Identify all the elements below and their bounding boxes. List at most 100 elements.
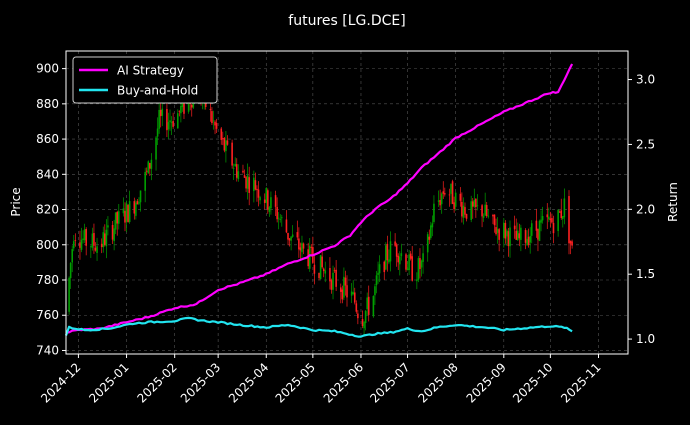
- candle-body: [524, 229, 527, 243]
- candle-body: [465, 213, 468, 219]
- candle-body: [128, 201, 131, 223]
- candle-body: [263, 199, 266, 203]
- candle-body: [431, 223, 434, 228]
- candle-body: [117, 211, 120, 224]
- candle-body: [85, 229, 87, 246]
- candle-body: [100, 243, 103, 247]
- candle-body: [509, 227, 511, 247]
- candle-body: [94, 247, 97, 251]
- candle-body: [158, 109, 160, 129]
- candle-body: [176, 113, 179, 129]
- candle-body: [516, 230, 519, 241]
- candle-body: [388, 259, 390, 263]
- candle-body: [96, 246, 98, 253]
- candle-body: [527, 236, 530, 246]
- candle-body: [515, 230, 518, 240]
- candle-body: [498, 229, 500, 240]
- candle-body: [339, 287, 342, 292]
- candle-body: [298, 238, 300, 250]
- candle-body: [209, 108, 212, 110]
- candle-body: [159, 109, 162, 117]
- candle-body: [475, 198, 477, 208]
- candle-body: [409, 253, 412, 259]
- candle-body: [135, 202, 137, 216]
- candle-body: [330, 280, 333, 290]
- candle-body: [329, 268, 331, 282]
- candle-body: [187, 98, 190, 112]
- candle-body: [237, 171, 240, 180]
- candle-body: [322, 268, 325, 272]
- candle-body: [493, 214, 496, 226]
- candle-body: [563, 198, 566, 218]
- candle-body: [332, 272, 334, 290]
- candle-body: [473, 199, 476, 207]
- y-tick-label-left: 800: [36, 238, 59, 252]
- candle-body: [313, 264, 316, 274]
- candle-body: [277, 217, 280, 219]
- candle-body: [156, 128, 159, 137]
- y-tick-label-left: 860: [36, 132, 59, 146]
- y-tick-label-left: 820: [36, 203, 59, 217]
- candle-body: [211, 111, 213, 124]
- candle-body: [375, 275, 378, 286]
- candle-body: [462, 205, 465, 218]
- candle-body: [214, 121, 216, 126]
- candle-body: [513, 225, 516, 230]
- candle-body: [122, 208, 125, 214]
- candle-body: [353, 292, 356, 303]
- candle-body: [560, 210, 563, 218]
- candle-body: [377, 272, 379, 275]
- candle-body: [235, 164, 238, 178]
- candle-body: [492, 215, 494, 217]
- candle-body: [299, 247, 302, 251]
- candle-body: [80, 239, 83, 250]
- candle-body: [538, 220, 541, 241]
- candle-body: [484, 204, 486, 216]
- candle-body: [301, 242, 303, 253]
- candle-body: [549, 218, 552, 221]
- candle-body: [476, 205, 479, 207]
- candle-body: [93, 232, 95, 246]
- candle-body: [245, 177, 247, 189]
- candle-body: [246, 175, 249, 189]
- candle-body: [569, 240, 572, 244]
- candle-body: [270, 197, 272, 209]
- candle-body: [287, 232, 289, 240]
- candle-body: [124, 210, 126, 223]
- y-tick-label-left: 900: [36, 62, 59, 76]
- candle-body: [90, 246, 92, 248]
- candle-body: [352, 292, 355, 294]
- candle-body: [220, 128, 223, 140]
- candle-body: [408, 254, 410, 270]
- candle-body: [464, 207, 466, 215]
- candle-body: [378, 264, 381, 274]
- y-tick-label-left: 760: [36, 308, 59, 322]
- candle-body: [430, 225, 432, 238]
- candle-body: [428, 236, 431, 240]
- candle-body: [257, 189, 260, 198]
- candle-body: [439, 200, 441, 206]
- candle-body: [350, 291, 353, 296]
- candle-body: [419, 258, 421, 270]
- candle-body: [357, 313, 359, 319]
- candle-body: [405, 254, 407, 270]
- candle-body: [116, 211, 119, 224]
- candle-body: [364, 310, 367, 323]
- y-axis-label-right: Return: [666, 182, 680, 222]
- grid-lines: [66, 51, 628, 354]
- candle-body: [125, 203, 128, 222]
- candle-body: [288, 238, 291, 241]
- candle-body: [561, 216, 564, 220]
- candle-body: [507, 231, 510, 247]
- candle-body: [324, 270, 327, 274]
- candle-body: [91, 233, 94, 248]
- candle-body: [102, 232, 105, 248]
- candle-body: [361, 319, 364, 326]
- candle-body: [389, 241, 392, 262]
- candle-body: [355, 303, 358, 312]
- candle-body: [366, 297, 368, 310]
- chart-title: futures [LG.DCE]: [288, 13, 405, 29]
- candle-body: [552, 222, 555, 234]
- candle-body: [319, 255, 322, 280]
- candle-body: [111, 225, 114, 240]
